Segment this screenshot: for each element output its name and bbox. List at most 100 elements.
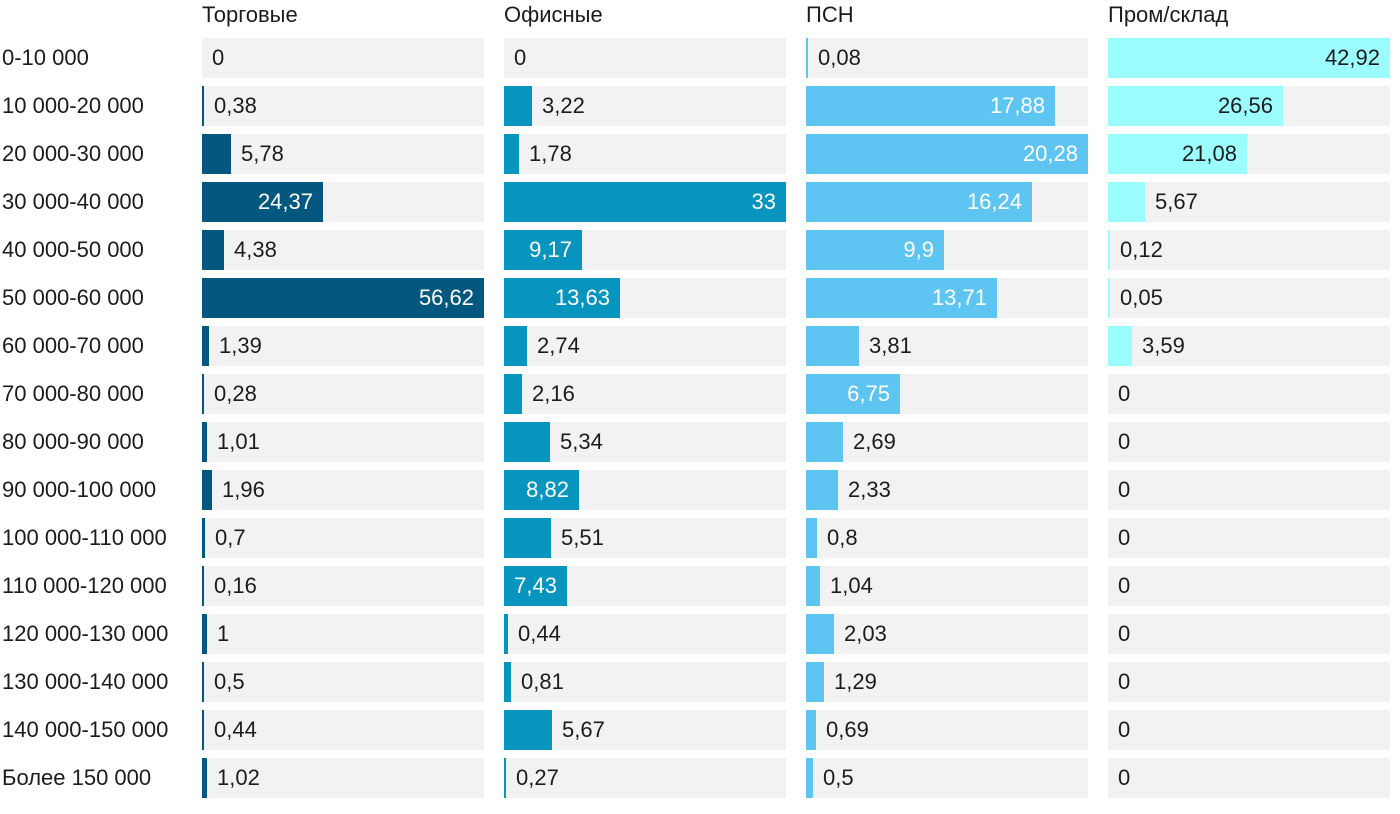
data-label: 0,44 — [518, 621, 561, 646]
bar-track: 0,5 — [806, 758, 1088, 798]
bar — [806, 470, 838, 510]
bar — [202, 374, 204, 414]
data-label: 9,9 — [903, 237, 934, 262]
data-label: 1,29 — [834, 669, 877, 694]
bar-track: 3,81 — [806, 326, 1088, 366]
bar — [806, 278, 997, 318]
bar — [504, 566, 567, 606]
data-label: 1,39 — [219, 333, 262, 358]
column-header: Офисные — [504, 2, 603, 27]
bar — [806, 758, 813, 798]
data-label: 0,16 — [214, 573, 257, 598]
bar — [806, 662, 824, 702]
data-label: 0 — [1118, 669, 1131, 694]
bar-track: 3,22 — [504, 86, 786, 126]
bar-track: 0,05 — [1108, 278, 1390, 318]
bar — [504, 422, 550, 462]
column-header: Пром/склад — [1108, 2, 1229, 27]
row-label: 60 000-70 000 — [2, 333, 144, 358]
data-label: 2,33 — [848, 477, 891, 502]
bar-track: 0,5 — [202, 662, 484, 702]
bar-track: 0,08 — [806, 38, 1088, 78]
row-label: 130 000-140 000 — [2, 669, 169, 694]
bar-track: 5,67 — [1108, 182, 1390, 222]
bar-track: 1,01 — [202, 422, 484, 462]
data-label: 1,02 — [217, 765, 260, 790]
data-label: 0,38 — [214, 93, 257, 118]
bar-track: 0 — [1108, 758, 1390, 798]
data-label: 0,81 — [521, 669, 564, 694]
bar-track: 0 — [504, 38, 786, 78]
data-label: 3,59 — [1142, 333, 1185, 358]
bar-track: 1,39 — [202, 326, 484, 366]
bar — [504, 230, 582, 270]
data-label: 13,71 — [931, 285, 987, 310]
bar-track: 0,81 — [504, 662, 786, 702]
bar-track: 9,17 — [504, 230, 786, 270]
bar-track: 2,33 — [806, 470, 1088, 510]
data-label: 5,67 — [1155, 189, 1198, 214]
data-label: 0,12 — [1120, 237, 1163, 262]
bar-track: 0,7 — [202, 518, 484, 558]
row-label: 10 000-20 000 — [2, 93, 144, 118]
bar-track: 2,03 — [806, 614, 1088, 654]
data-label: 24,37 — [257, 189, 313, 214]
data-label: 0,44 — [214, 717, 257, 742]
data-label: 7,43 — [514, 573, 557, 598]
bar-track: 0 — [1108, 614, 1390, 654]
data-label: 13,63 — [554, 285, 610, 310]
bar-track: 1,78 — [504, 134, 786, 174]
bar — [202, 278, 484, 318]
bar — [504, 710, 552, 750]
data-label: 9,17 — [529, 237, 572, 262]
data-label: 42,92 — [1324, 45, 1380, 70]
bar-track: 17,88 — [806, 86, 1088, 126]
bar — [504, 470, 579, 510]
bar-track: 0,69 — [806, 710, 1088, 750]
data-label: 0,69 — [826, 717, 869, 742]
bar — [202, 470, 212, 510]
bar-track: 5,34 — [504, 422, 786, 462]
data-label: 4,38 — [234, 237, 277, 262]
bar — [504, 134, 519, 174]
bar — [1108, 182, 1145, 222]
data-label: 6,75 — [847, 381, 890, 406]
data-label: 5,51 — [561, 525, 604, 550]
data-label: 2,16 — [532, 381, 575, 406]
data-label: 3,22 — [542, 93, 585, 118]
bar-track: 5,67 — [504, 710, 786, 750]
data-label: 0,08 — [818, 45, 861, 70]
data-label: 1 — [217, 621, 230, 646]
bar-track: 33 — [504, 182, 786, 222]
bar — [1108, 230, 1110, 270]
bar — [202, 230, 224, 270]
bar — [1108, 326, 1132, 366]
bar — [806, 422, 843, 462]
bar-track: 0 — [1108, 710, 1390, 750]
bar-track: 26,56 — [1108, 86, 1390, 126]
bar — [806, 566, 820, 606]
data-label: 2,69 — [853, 429, 896, 454]
data-label: 2,74 — [537, 333, 580, 358]
data-label: 5,67 — [562, 717, 605, 742]
data-label: 0 — [1118, 525, 1131, 550]
row-label: 20 000-30 000 — [2, 141, 144, 166]
column-header: ПСН — [806, 2, 854, 27]
bar — [1108, 134, 1247, 174]
data-label: 0 — [1118, 429, 1131, 454]
data-label: 0,05 — [1120, 285, 1163, 310]
bar — [202, 134, 231, 174]
bar-track: 1 — [202, 614, 484, 654]
bar-track: 2,74 — [504, 326, 786, 366]
data-label: 1,01 — [217, 429, 260, 454]
bar-track: 1,02 — [202, 758, 484, 798]
bar-track: 24,37 — [202, 182, 484, 222]
bar — [504, 182, 786, 222]
data-label: 5,78 — [241, 141, 284, 166]
bar-track: 0,8 — [806, 518, 1088, 558]
bar-track: 1,96 — [202, 470, 484, 510]
bar-track: 0 — [1108, 374, 1390, 414]
bar — [806, 326, 859, 366]
bar — [202, 326, 209, 366]
bar-track: 16,24 — [806, 182, 1088, 222]
